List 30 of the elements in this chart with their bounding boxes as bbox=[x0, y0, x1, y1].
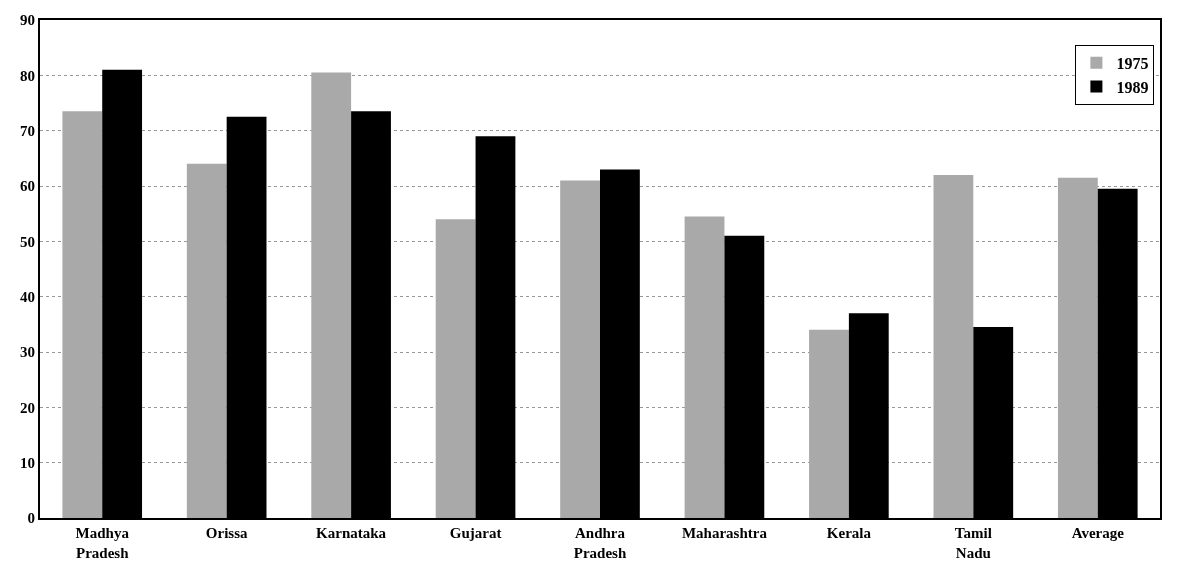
x-tick-label: Kerala bbox=[826, 525, 872, 541]
x-tick-label: Madhya Pradesh bbox=[75, 525, 130, 561]
bar bbox=[1057, 177, 1098, 518]
y-tick-label: 70 bbox=[20, 122, 35, 139]
bar bbox=[435, 219, 476, 518]
y-tick-label: 90 bbox=[20, 12, 35, 29]
x-tick-label: Karnataka bbox=[316, 525, 387, 541]
y-tick-label: 0 bbox=[27, 510, 35, 527]
bar bbox=[62, 111, 103, 518]
x-tick-label: Orissa bbox=[205, 525, 248, 541]
y-tick-label: 80 bbox=[20, 67, 35, 84]
y-tick-label: 50 bbox=[20, 233, 35, 250]
x-tick-label: Average bbox=[1071, 525, 1125, 541]
y-tick-label: 30 bbox=[20, 344, 35, 361]
y-tick-label: 40 bbox=[20, 288, 35, 305]
bar bbox=[186, 163, 227, 518]
x-tick-label: Tamil Nadu bbox=[954, 525, 992, 561]
bar bbox=[560, 180, 600, 518]
x-tick-label: Andhra Pradesh bbox=[573, 525, 627, 561]
y-tick-label: 10 bbox=[20, 454, 35, 471]
bar bbox=[933, 174, 974, 518]
y-tick-label: 60 bbox=[20, 178, 35, 195]
x-tick-label: Maharashtra bbox=[681, 525, 768, 541]
legend-label: 1975 bbox=[1116, 55, 1149, 73]
bar bbox=[684, 216, 725, 518]
bar bbox=[809, 329, 849, 518]
legend-label: 1989 bbox=[1116, 78, 1149, 96]
x-tick-label: Gujarat bbox=[449, 525, 502, 541]
y-tick-label: 20 bbox=[20, 399, 35, 416]
bar bbox=[311, 72, 352, 518]
